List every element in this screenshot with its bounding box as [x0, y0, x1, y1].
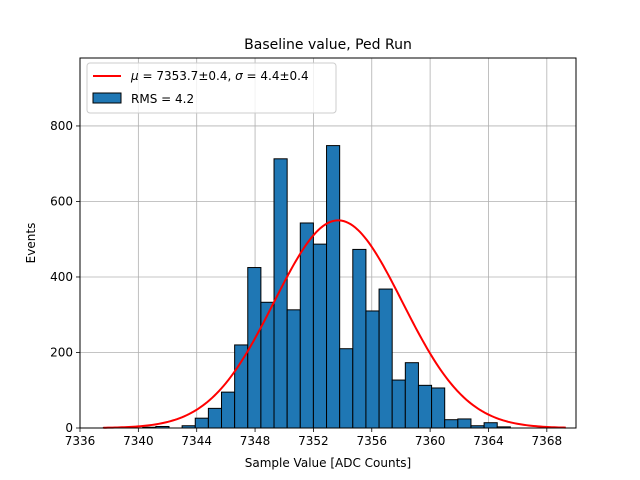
x-tick-label-0: 7336 [65, 434, 96, 448]
plot-frame [79, 57, 577, 429]
legend-histogram-swatch [92, 92, 122, 104]
histogram-bar-16 [352, 248, 367, 429]
histogram-bar-17 [365, 310, 380, 429]
histogram-bar-22 [431, 387, 446, 429]
x-tick-label-1: 7340 [123, 434, 154, 448]
y-axis-ticks: 0 200 400 600 800 [50, 119, 80, 435]
histogram-bar-14 [326, 145, 341, 429]
histogram-bar-20 [404, 362, 419, 429]
legend-histogram-label: RMS = 4.2 [131, 92, 194, 106]
histogram-bar-26 [483, 422, 498, 429]
histogram-bar-23 [444, 419, 459, 429]
histogram-bar-10 [273, 158, 288, 429]
histogram-bar-11 [286, 309, 301, 429]
histogram-bar-12 [299, 222, 314, 429]
histogram-bar-15 [339, 348, 354, 429]
y-tick-label-4: 800 [50, 119, 73, 133]
histogram-bar-19 [391, 379, 406, 429]
y-tick-label-1: 200 [50, 345, 73, 359]
histogram-bar-24 [457, 418, 472, 429]
histogram-bars [102, 145, 511, 429]
histogram-bar-6 [221, 391, 236, 429]
histogram-bar-21 [417, 384, 433, 429]
x-tick-label-3: 7348 [240, 434, 271, 448]
y-axis-label: Events [24, 223, 38, 264]
x-axis-label: Sample Value [ADC Counts] [245, 456, 411, 470]
gaussian-fit-curve [103, 219, 566, 429]
chart-title: Baseline value, Ped Run [244, 37, 412, 53]
x-tick-label-4: 7352 [298, 434, 329, 448]
x-tick-label-8: 7368 [532, 434, 563, 448]
legend-fit-sigma: 4.4±0.4 [260, 69, 308, 83]
histogram-bar-9 [260, 301, 275, 429]
legend-box [86, 62, 337, 114]
y-tick-label-2: 400 [50, 270, 73, 284]
histogram-bar-13 [312, 243, 328, 429]
y-tick-label-3: 600 [50, 194, 73, 208]
histogram-bar-5 [207, 407, 223, 429]
histogram-bar-7 [234, 344, 249, 429]
legend-fit-label: μ = 7353.7±0.4, σ = 4.4±0.4 [130, 69, 309, 83]
x-tick-label-6: 7360 [415, 434, 446, 448]
x-tick-label-7: 7364 [473, 434, 504, 448]
x-tick-label-2: 7344 [181, 434, 212, 448]
x-axis-ticks: 7336 7340 7344 7348 7352 7356 7360 7364 7368 [65, 428, 562, 448]
histogram-bar-4 [194, 417, 209, 429]
y-tick-label-0: 0 [65, 421, 73, 435]
legend-fit-mu: 7353.7±0.4 [156, 69, 227, 83]
legend: μ = 7353.7±0.4, σ = 4.4±0.4 RMS = 4.2 [86, 62, 337, 114]
x-tick-label-5: 7356 [356, 434, 387, 448]
histogram-bar-18 [378, 288, 393, 429]
